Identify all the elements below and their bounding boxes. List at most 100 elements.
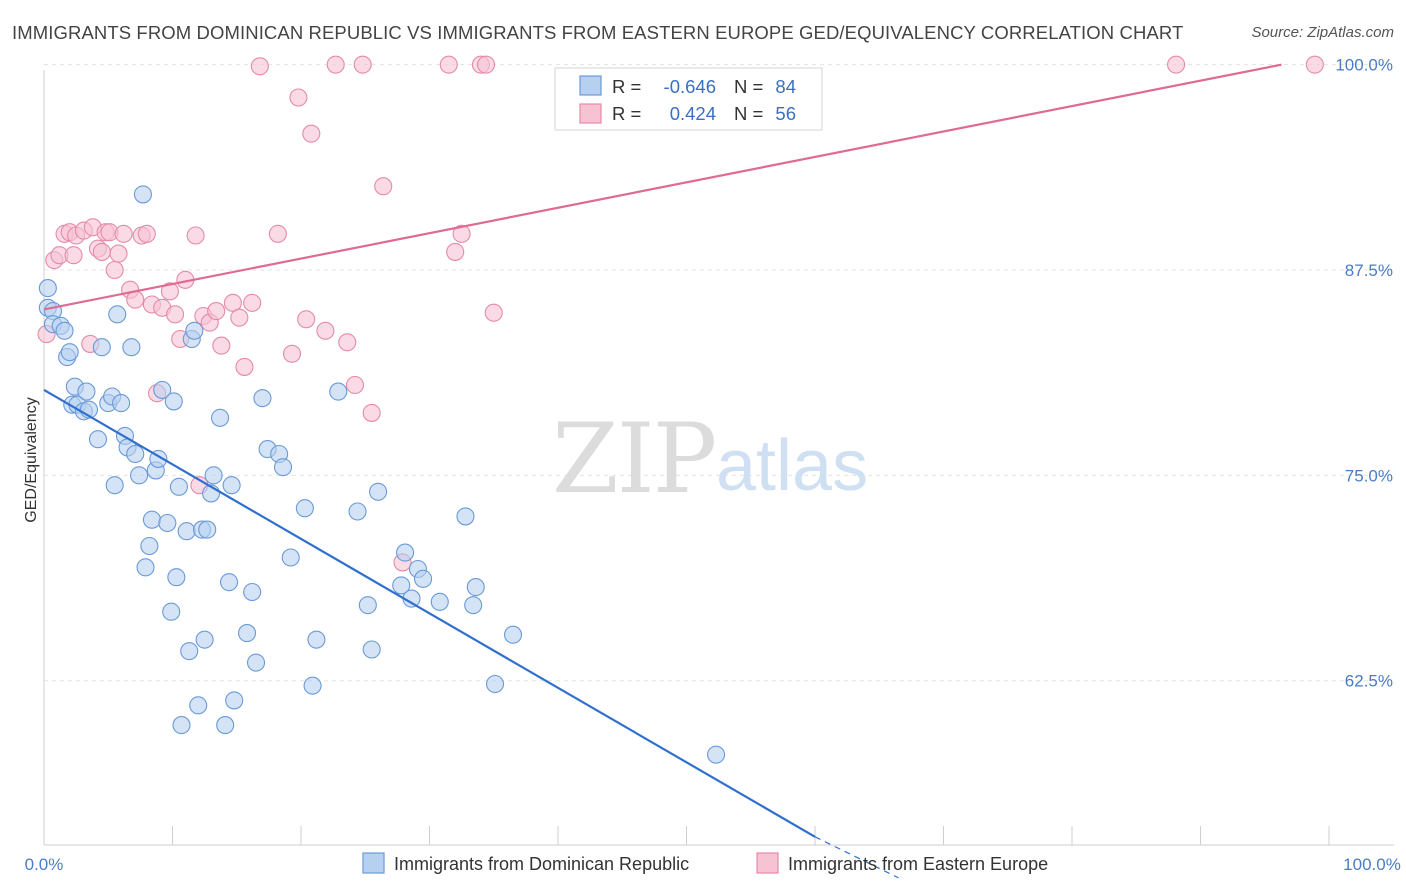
trend-lines — [43, 63, 1282, 879]
scatter-point — [353, 55, 372, 74]
scatter-point — [348, 502, 367, 521]
scatter-point — [281, 548, 300, 567]
scatter-point — [253, 389, 272, 408]
scatter-point — [476, 55, 496, 74]
scatter-point — [466, 578, 485, 597]
legend-n-value: 56 — [775, 103, 796, 124]
scatter-point — [105, 476, 124, 495]
scatter-point — [114, 224, 133, 243]
scatter-point — [204, 466, 223, 485]
scatter-point — [503, 625, 523, 644]
scatter-point — [38, 279, 57, 298]
bottom-legend-swatch-pink — [756, 852, 779, 874]
scatter-point — [207, 302, 226, 321]
scatter-point — [246, 653, 266, 672]
scatter-point — [237, 624, 257, 643]
scatter-point — [222, 476, 241, 495]
scatter-point — [464, 596, 483, 615]
scatter-point — [105, 260, 124, 280]
scatter-point — [158, 513, 177, 533]
scatter-point — [186, 226, 205, 245]
scatter-point — [326, 55, 345, 74]
bottom-legend-label-pink: Immigrants from Eastern Europe — [788, 854, 1048, 874]
y-tick-label: 62.5% — [1345, 672, 1393, 691]
scatter-point — [88, 430, 108, 449]
scatter-point — [297, 310, 316, 329]
scatter-point — [369, 482, 388, 501]
scatter-point — [484, 303, 503, 322]
scatter-point — [160, 282, 179, 301]
scatter-point — [166, 305, 185, 324]
scatter-point — [345, 375, 365, 395]
scatter-point — [485, 674, 505, 694]
scatter-point — [136, 558, 155, 577]
scatter-point — [162, 602, 181, 621]
scatter-point — [142, 510, 161, 529]
scatter-point — [153, 380, 172, 399]
x-ticks — [172, 826, 1330, 845]
points-dominican-republic — [38, 185, 726, 764]
legend-n-label: N = — [734, 103, 763, 124]
scatter-point — [316, 321, 335, 340]
scatter-point — [282, 344, 302, 363]
scatter-point — [137, 224, 156, 243]
scatter-point — [273, 458, 293, 477]
y-tick-labels: 100.0% 87.5% 75.0% 62.5% — [1335, 56, 1393, 691]
scatter-point — [108, 305, 127, 324]
scatter-point — [303, 676, 322, 695]
scatter-point — [235, 357, 254, 376]
scatter-point — [396, 543, 415, 562]
scatter-point — [92, 338, 111, 357]
legend-r-value: -0.646 — [664, 76, 716, 97]
scatter-point — [130, 466, 149, 485]
legend: R = -0.646 N = 84 R = 0.424 N = 56 — [554, 67, 823, 131]
legend-r-label: R = — [612, 76, 641, 97]
trend-line-dominican-republic-extension — [814, 836, 899, 879]
scatter-point — [452, 224, 471, 243]
scatter-point — [250, 57, 269, 76]
y-tick-label: 75.0% — [1345, 466, 1393, 485]
scatter-point — [430, 592, 449, 611]
scatter-point — [60, 343, 79, 362]
scatter-point — [268, 224, 287, 243]
scatter-point — [109, 244, 128, 263]
scatter-point — [329, 382, 348, 401]
scatter-point — [169, 477, 188, 496]
scatter-point — [295, 499, 314, 518]
trend-line-dominican-republic — [43, 388, 816, 838]
scatter-point — [374, 177, 393, 196]
scatter-point — [126, 444, 145, 464]
scatter-point — [439, 55, 458, 74]
scatter-point — [122, 338, 141, 357]
trend-line-eastern-europe — [43, 63, 1282, 311]
scatter-point — [164, 392, 183, 411]
scatter-point — [289, 88, 308, 107]
watermark-zip: ZIP — [552, 403, 715, 515]
legend-n-value: 84 — [775, 76, 796, 97]
y-tick-label: 87.5% — [1345, 261, 1393, 280]
scatter-point — [362, 640, 381, 659]
legend-swatch-pink — [579, 103, 602, 124]
source-credit: Source: ZipAtlas.com — [1251, 24, 1394, 41]
scatter-point — [392, 576, 411, 595]
scatter-point — [446, 242, 465, 261]
y-axis-label: GED/Equivalency — [23, 397, 40, 522]
x-tick-label-min: 0.0% — [25, 855, 64, 874]
scatter-point — [195, 630, 214, 649]
scatter-point — [1305, 55, 1324, 74]
legend-r-label: R = — [612, 103, 641, 124]
scatter-point — [198, 520, 217, 539]
legend-n-label: N = — [734, 76, 763, 97]
scatter-point — [302, 124, 321, 143]
scatter-point — [180, 642, 199, 661]
scatter-point — [55, 321, 74, 340]
scatter-point — [707, 745, 726, 764]
watermark-atlas: atlas — [716, 426, 868, 506]
scatter-point — [1167, 55, 1186, 74]
scatter-point — [456, 507, 475, 526]
scatter-point — [210, 408, 230, 427]
scatter-point — [362, 403, 381, 422]
legend-swatch-blue — [579, 75, 602, 96]
scatter-point — [77, 382, 96, 401]
